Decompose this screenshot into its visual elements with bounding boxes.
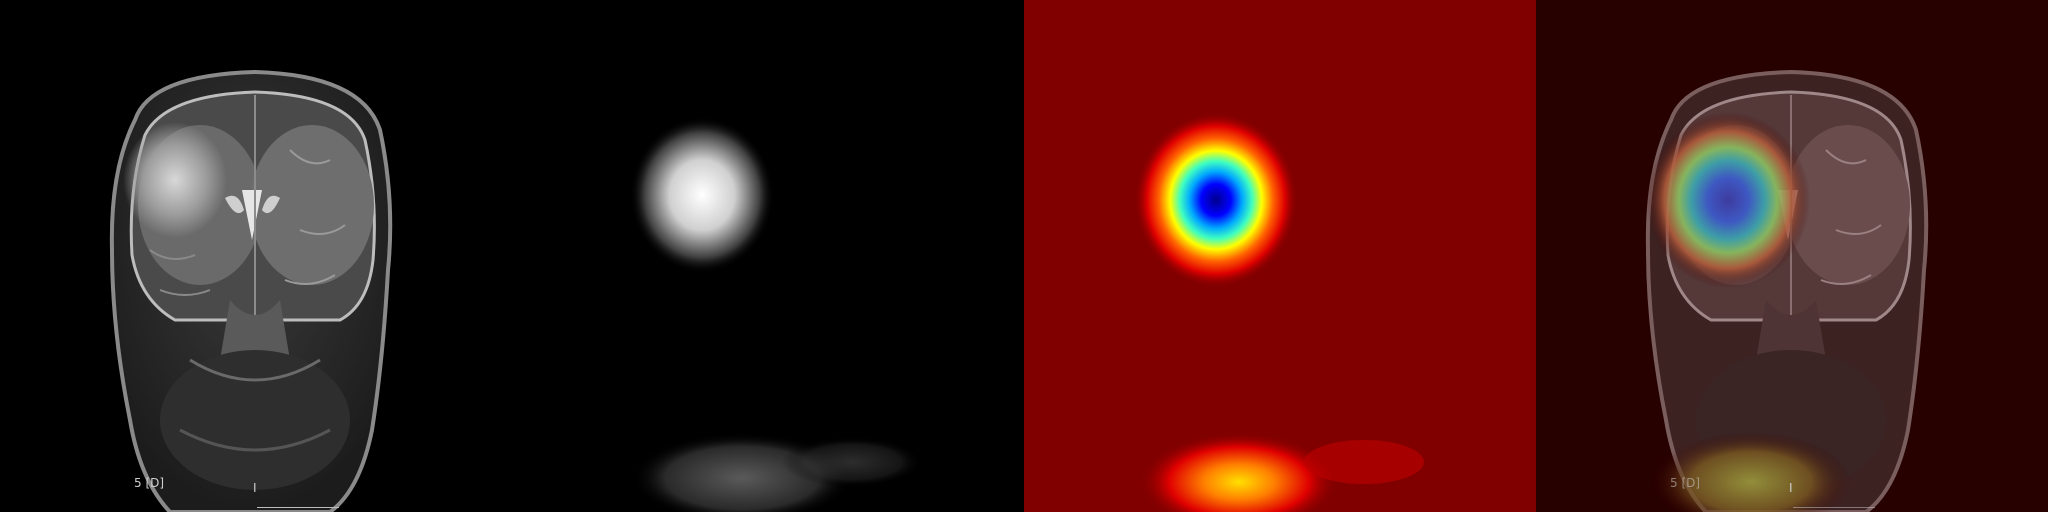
overlay-image — [1536, 0, 2048, 512]
mri-image — [0, 0, 512, 512]
overlay-center-marker: I — [1789, 481, 1793, 495]
activation-map-panel — [512, 0, 1024, 512]
orientation-label: 5 [D] — [134, 476, 165, 490]
center-marker: I — [253, 481, 257, 495]
activation-map — [512, 0, 1024, 512]
overlay-orientation-label: 5 [D] — [1670, 476, 1701, 490]
scale-bar — [257, 507, 339, 508]
heatmap-panel — [1024, 0, 1536, 512]
mri-panel: 5 [D] I — [0, 0, 512, 512]
heatmap — [1024, 0, 1536, 512]
overlay-panel: 5 [D] I — [1536, 0, 2048, 512]
overlay-scale-bar — [1793, 507, 1875, 508]
